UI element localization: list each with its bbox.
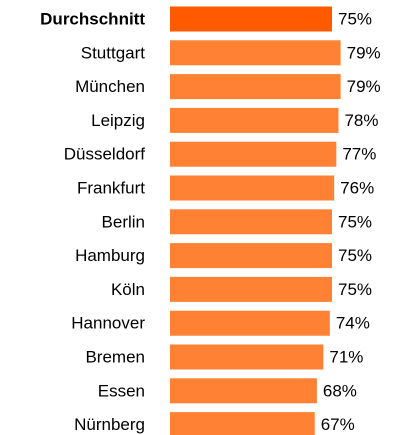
value-label: 67% xyxy=(321,415,355,434)
category-label: Düsseldorf xyxy=(64,145,146,164)
bar xyxy=(170,378,317,404)
value-label: 75% xyxy=(338,9,372,28)
category-label: Hannover xyxy=(71,314,145,333)
value-label: 68% xyxy=(323,381,357,400)
category-label: Essen xyxy=(98,381,145,400)
bar xyxy=(170,175,335,201)
value-label: 75% xyxy=(338,280,372,299)
category-label: München xyxy=(75,77,145,96)
bar xyxy=(170,243,332,269)
bar xyxy=(170,412,315,435)
bar xyxy=(170,6,332,32)
value-label: 79% xyxy=(347,77,381,96)
value-label: 75% xyxy=(338,212,372,231)
value-label: 79% xyxy=(347,43,381,62)
value-label: 78% xyxy=(344,111,378,130)
category-label: Hamburg xyxy=(75,246,145,265)
category-label: Stuttgart xyxy=(81,43,146,62)
bar xyxy=(170,276,332,302)
category-label: Leipzig xyxy=(91,111,145,130)
bar xyxy=(170,107,339,133)
category-label: Bremen xyxy=(85,347,145,366)
bar xyxy=(170,310,330,336)
bar xyxy=(170,40,341,66)
value-label: 76% xyxy=(340,178,374,197)
bar xyxy=(170,74,341,100)
category-label: Köln xyxy=(111,280,145,299)
value-label: 77% xyxy=(342,145,376,164)
category-label: Berlin xyxy=(102,212,145,231)
category-label: Durchschnitt xyxy=(40,9,145,28)
bar xyxy=(170,209,332,235)
bar xyxy=(170,344,324,370)
category-label: Nürnberg xyxy=(74,415,145,434)
bar xyxy=(170,141,337,167)
value-label: 75% xyxy=(338,246,372,265)
value-label: 71% xyxy=(329,347,363,366)
value-label: 74% xyxy=(336,314,370,333)
category-label: Frankfurt xyxy=(77,178,145,197)
